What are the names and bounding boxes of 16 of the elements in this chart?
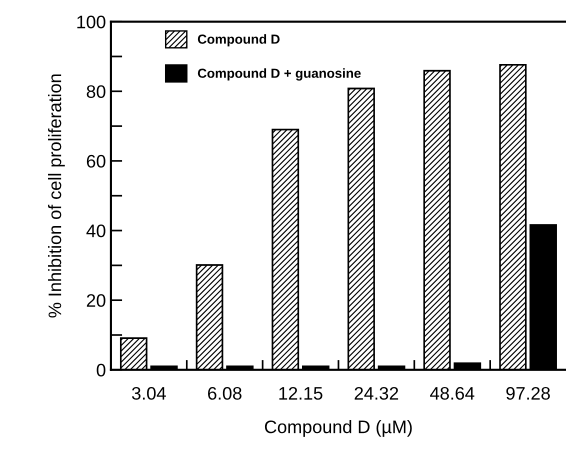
y-tick-label: 0 [96,364,106,377]
y-tick-label: 40 [86,224,106,238]
y-tick-label: 100 [77,16,106,28]
y-tick-label: 80 [86,85,106,98]
x-axis-title: Compound D (µM) [264,420,412,437]
legend-label: Compound D + guanosine [198,68,361,81]
x-tick-label: 3.04 [132,386,166,400]
x-tick-label: 12.15 [279,386,322,400]
x-tick-label: 6.08 [208,386,242,400]
y-tick-label: 60 [86,154,106,168]
x-tick-label: 48.64 [430,386,474,400]
y-tick-label: 20 [86,294,106,307]
x-tick-label: 97.28 [506,386,550,400]
legend-label: Compound D [198,34,280,46]
y-axis-title: % Inhibition of cell proliferation [48,74,65,318]
x-tick-label: 24.32 [354,386,398,400]
